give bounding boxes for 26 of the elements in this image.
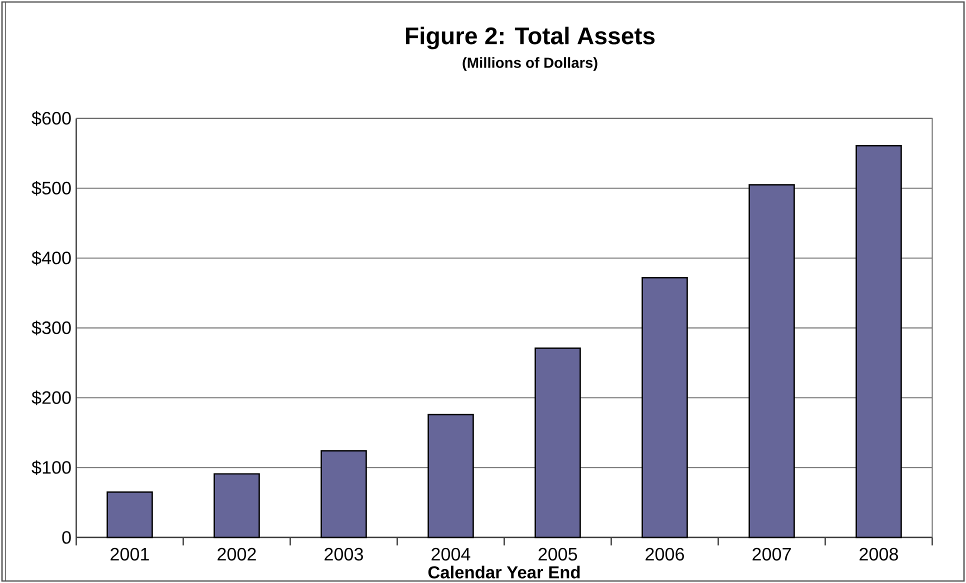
x-tick-label: 2001: [110, 548, 149, 561]
bar: [748, 184, 795, 538]
bar: [642, 276, 688, 538]
bar: [320, 450, 367, 538]
y-tick-label: $200: [32, 390, 71, 406]
chart-title: Figure 2: Total Assets: [406, 26, 655, 50]
bar: [214, 473, 260, 538]
y-tick-label: $600: [32, 111, 71, 126]
y-tick-label: $500: [32, 180, 71, 196]
bar: [534, 348, 581, 538]
x-tick-label: 2003: [324, 548, 363, 561]
x-axis-title: Calendar Year End: [428, 566, 580, 578]
x-tick-label: 2002: [218, 548, 256, 561]
x-tick-label: 2006: [646, 548, 684, 561]
y-tick-label: $400: [32, 250, 71, 266]
y-tick-label: $100: [32, 460, 71, 475]
x-tick-label: 2004: [432, 548, 470, 561]
bar: [428, 414, 474, 538]
x-tick-label: 2008: [860, 548, 898, 561]
y-tick-label: $300: [32, 320, 71, 336]
bar: [856, 145, 902, 538]
chart-subtitle: (Millions of Dollars): [462, 57, 598, 71]
bar: [106, 491, 153, 538]
x-tick-label: 2007: [752, 548, 791, 561]
y-tick-label: 0: [62, 531, 71, 544]
x-tick-label: 2005: [538, 548, 578, 561]
